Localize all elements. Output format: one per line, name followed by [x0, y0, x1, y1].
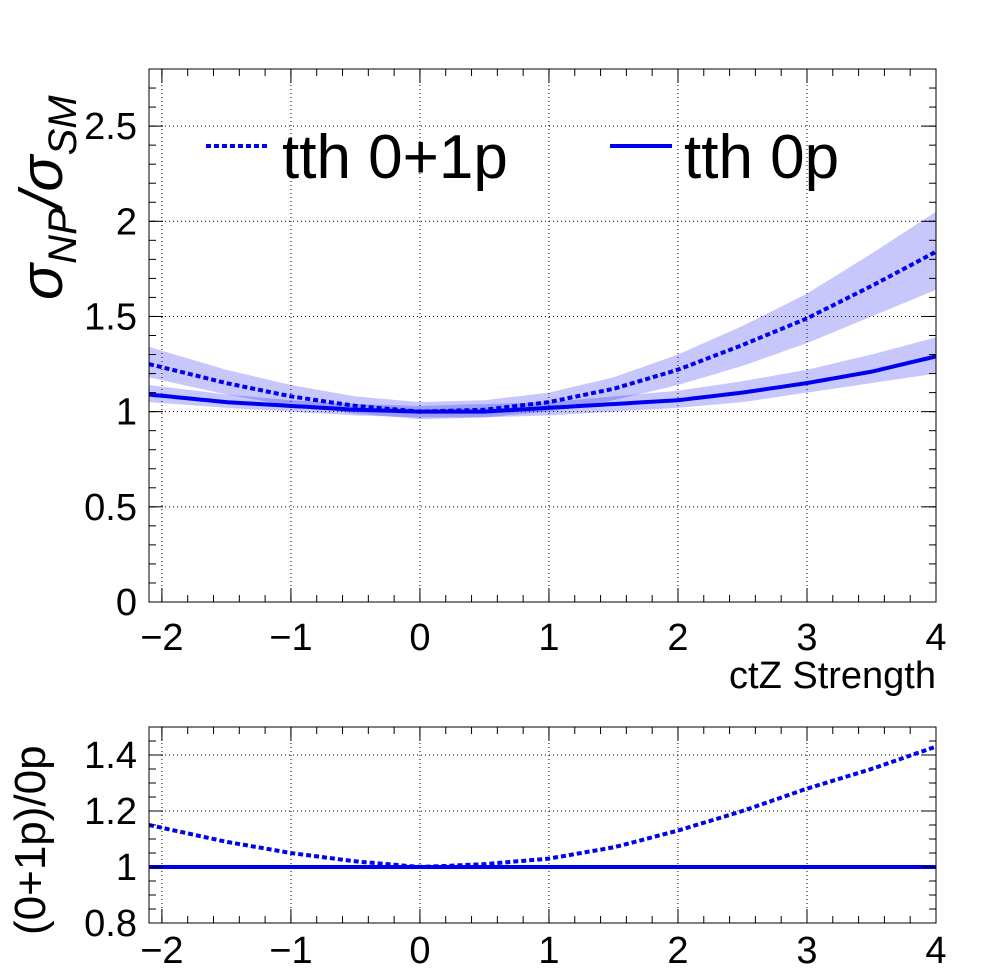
y-tick-label: 2: [116, 201, 137, 243]
y-axis-label: σNP/σSM: [8, 95, 85, 300]
x-tick-label: 0: [409, 617, 430, 659]
y-axis-label-sub-np: NP: [41, 208, 85, 264]
x-tick-label: 4: [925, 617, 946, 659]
curve-tth-0p: [148, 354, 937, 414]
x-tick-label: 4: [925, 930, 946, 972]
x-tick-label: −1: [269, 930, 312, 972]
y-tick-label: 1.5: [84, 296, 137, 338]
legend-label-tth-0p1p: tth 0+1p: [282, 123, 508, 192]
x-tick-label: 1: [538, 930, 559, 972]
y-axis-label-slash-sigma: /σ: [8, 153, 75, 213]
main-panel: −2 −1 0 1 2 3 4 0 0.5 1 1.5 2 2.5 tth 0+1p tth 0p ct…: [8, 68, 947, 697]
x-tick-label: 2: [667, 930, 688, 972]
main-ticks: [149, 68, 937, 603]
ratio-curves: [148, 744, 937, 869]
x-tick-label: 3: [796, 617, 817, 659]
x-axis-label: ctZ Strength: [729, 655, 936, 697]
x-tick-label: 1: [538, 617, 559, 659]
main-curves: [148, 249, 937, 414]
ratio-curve-tth-0p1p: [148, 744, 937, 869]
ratio-panel: −2 −1 0 1 2 3 4 0.8 1 1.2 1.4 (0+1p)/0p: [6, 726, 947, 972]
y-tick-label: 1.4: [84, 735, 137, 777]
ratio-grid: [149, 727, 937, 924]
y-axis-label-sub-sm: SM: [41, 95, 85, 156]
y-axis-label-sigma: σ: [8, 261, 75, 300]
main-uncertainty-bands: [149, 211, 936, 420]
ratio-tick-labels: −2 −1 0 1 2 3 4 0.8 1 1.2 1.4: [84, 735, 946, 972]
x-tick-label: 0: [409, 930, 430, 972]
y-tick-label: 1: [116, 392, 137, 434]
ratio-plot-frame: [148, 726, 937, 924]
ratio-y-axis-label: (0+1p)/0p: [6, 745, 55, 935]
y-tick-label: 0: [116, 582, 137, 624]
y-tick-label: 2.5: [84, 106, 137, 148]
uncertainty-band-tth-0p1p: [149, 211, 936, 420]
y-tick-label: 1: [116, 847, 137, 889]
y-tick-label: 0.8: [84, 903, 137, 945]
legend-label-tth-0p: tth 0p: [684, 123, 839, 192]
y-tick-label: 1.2: [84, 791, 137, 833]
x-tick-label: 3: [796, 930, 817, 972]
main-tick-labels: −2 −1 0 1 2 3 4 0 0.5 1 1.5 2 2.5: [84, 106, 946, 659]
ratio-ticks: [149, 726, 937, 924]
uncertainty-band-tth-0p: [149, 337, 936, 418]
x-tick-label: −2: [140, 617, 183, 659]
y-tick-label: 0.5: [84, 487, 137, 529]
x-tick-label: 2: [667, 617, 688, 659]
x-tick-label: −2: [140, 930, 183, 972]
curve-tth-0p1p: [148, 249, 937, 414]
x-tick-label: −1: [269, 617, 312, 659]
legend: tth 0+1p tth 0p: [206, 123, 839, 192]
